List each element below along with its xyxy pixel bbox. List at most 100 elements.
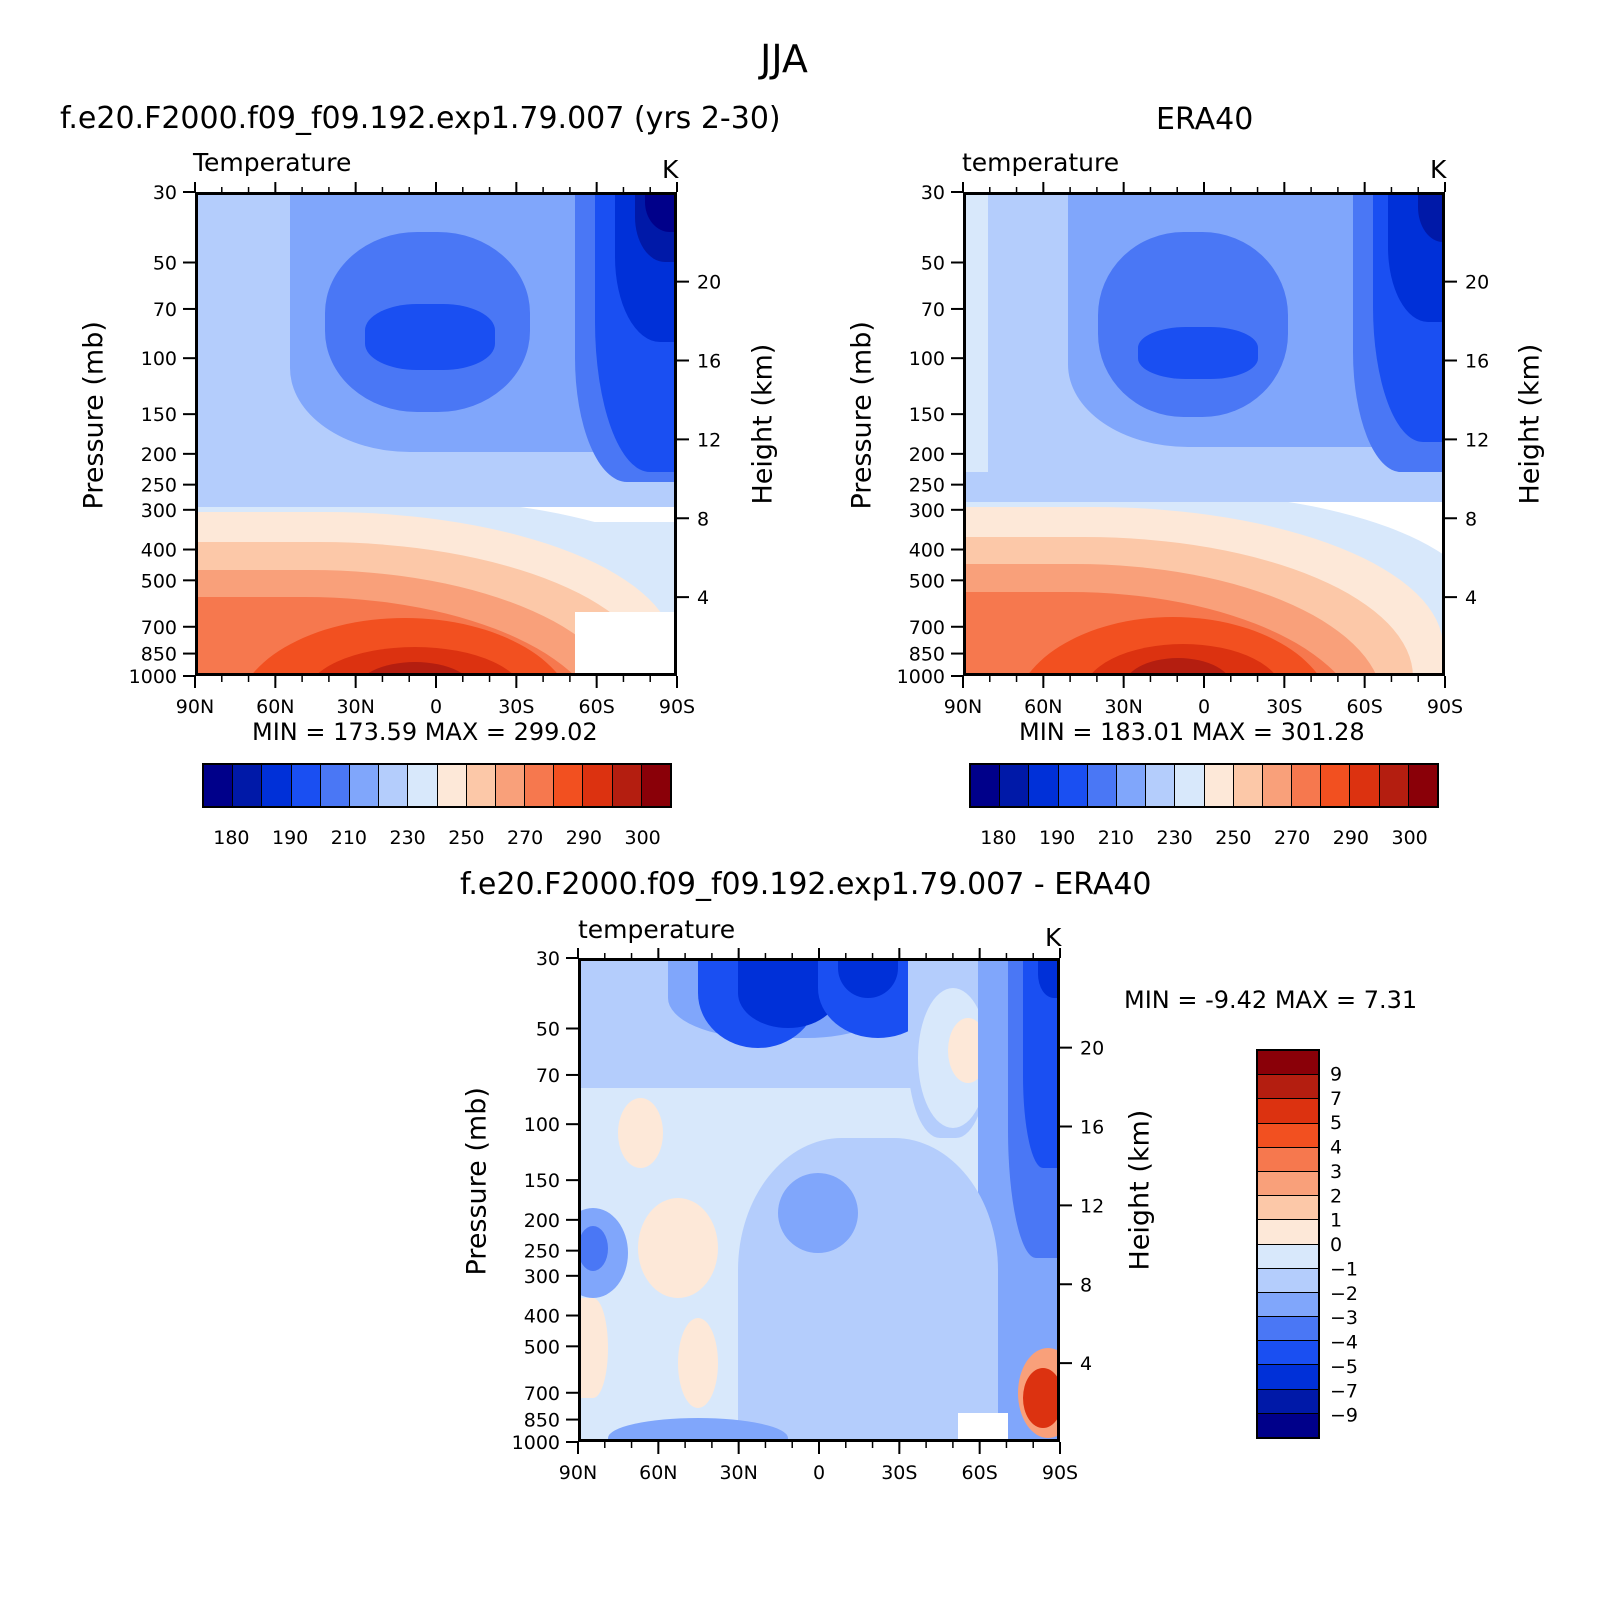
panel2-ytick-label: 30	[921, 182, 945, 204]
panel3-colorbar-label: −3	[1330, 1307, 1358, 1329]
panel3-xtick-label: 60S	[962, 1462, 998, 1484]
panel1-xtick-label: 60N	[256, 696, 294, 718]
panel3-colorbar-swatch	[1258, 1244, 1318, 1269]
panel2-ytick-label: 150	[909, 404, 945, 426]
panel2-colorbar-swatch	[1292, 765, 1322, 806]
panel3-colorbar-label: 4	[1330, 1137, 1342, 1159]
panel2-ytick-label: 1000	[897, 666, 945, 688]
panel3-colorbar-label: 9	[1330, 1063, 1342, 1085]
panel3-colorbar-label: −7	[1330, 1380, 1358, 1402]
panel3-xtick-label: 0	[813, 1462, 825, 1484]
panel2-colorbar	[969, 763, 1439, 808]
panel1-colorbar-swatch	[262, 765, 292, 806]
panel3-colorbar-swatch	[1258, 1292, 1318, 1318]
panel2-colorbar-swatch	[1204, 765, 1234, 806]
panel1-ytick-label: 400	[141, 540, 177, 562]
panel1-colorbar-swatch	[554, 765, 584, 806]
panel1-colorbar-swatch	[525, 765, 555, 806]
panel1-colorbar-label: 230	[389, 827, 425, 849]
panel3-xtick-label: 30N	[719, 1462, 757, 1484]
panel3-ytick-label: 200	[524, 1210, 560, 1232]
panel1-colorbar-swatch	[495, 765, 526, 806]
panel3-ytick-label: 250	[524, 1241, 560, 1263]
panel2-xtick-label: 90N	[944, 696, 982, 718]
panel1-colorbar-swatch	[583, 765, 613, 806]
panel3-colorbar-label: −1	[1330, 1258, 1358, 1280]
panel1-colorbar-swatch	[204, 765, 234, 806]
panel3-colorbar-swatch	[1258, 1220, 1318, 1245]
panel2-xtick-label: 30S	[1266, 696, 1302, 718]
panel3-colorbar-label: 3	[1330, 1161, 1342, 1183]
panel3-colorbar-label: 1	[1330, 1210, 1342, 1232]
panel1-ytick-label: 250	[141, 475, 177, 497]
panel3-colorbar-swatch	[1258, 1268, 1318, 1293]
panel1-colorbar-swatch	[291, 765, 321, 806]
panel3-colorbar-swatch	[1258, 1147, 1318, 1172]
panel1-ytick-label: 500	[141, 570, 177, 592]
panel1-colorbar-label: 300	[624, 827, 660, 849]
panel1-ytick-label: 850	[141, 644, 177, 666]
panel1-ytick-label: 150	[141, 404, 177, 426]
panel3-unit-label: K	[1045, 923, 1062, 952]
panel1-contour-plot	[195, 192, 677, 676]
panel1-colorbar-label: 190	[272, 827, 308, 849]
panel2-xtick-label: 60S	[1347, 696, 1383, 718]
panel2-ytick-right-label: 8	[1465, 508, 1477, 530]
panel3-xtick-label: 30S	[881, 1462, 917, 1484]
panel1-colorbar-label: 210	[331, 827, 367, 849]
panel2-colorbar-swatch	[1058, 765, 1088, 806]
panel3-colorbar	[1256, 1049, 1320, 1439]
panel1-variable-label: Temperature	[193, 148, 352, 177]
panel3-colorbar-swatch	[1258, 1317, 1318, 1342]
panel3-colorbar-label: 7	[1330, 1088, 1342, 1110]
panel1-colorbar-label: 250	[448, 827, 484, 849]
panel3-variable-label: temperature	[578, 915, 736, 944]
panel3-stats: MIN = -9.42 MAX = 7.31	[1124, 986, 1418, 1014]
panel1-xtick-label: 0	[430, 696, 442, 718]
panel2-colorbar-swatch	[1350, 765, 1380, 806]
panel3-colorbar-label: −2	[1330, 1283, 1358, 1305]
panel3-ytick-label: 70	[536, 1065, 560, 1087]
panel2-ytick-label: 500	[909, 570, 945, 592]
panel1-colorbar-swatch	[349, 765, 380, 806]
panel2-colorbar-swatch	[971, 765, 1001, 806]
panel2-colorbar-label: 180	[980, 827, 1016, 849]
panel2-ytick-label: 250	[909, 475, 945, 497]
panel3-colorbar-swatch	[1258, 1365, 1318, 1390]
panel2-colorbar-label: 210	[1098, 827, 1134, 849]
panel3-ytick-right-label: 8	[1080, 1274, 1092, 1296]
panel2-ytick-right-label: 4	[1465, 587, 1477, 609]
panel3-contour-plot	[578, 958, 1060, 1442]
panel2-ytick-label: 50	[921, 253, 945, 275]
panel1-run-title: f.e20.F2000.f09_f09.192.exp1.79.007 (yrs…	[60, 101, 781, 136]
panel2-ytick-right-label: 16	[1465, 351, 1489, 373]
panel2-colorbar-swatch	[1087, 765, 1117, 806]
panel2-contour-plot	[963, 192, 1445, 676]
panel1-colorbar-swatch	[466, 765, 496, 806]
panel3-colorbar-swatch	[1258, 1389, 1318, 1414]
panel1-xtick-label: 90N	[176, 696, 214, 718]
panel3-ytick-label: 50	[536, 1019, 560, 1041]
panel1-colorbar	[202, 763, 672, 808]
panel3-colorbar-label: −5	[1330, 1356, 1358, 1378]
panel3-ytick-right-label: 4	[1080, 1353, 1092, 1375]
panel2-colorbar-swatch	[1175, 765, 1205, 806]
panel2-colorbar-swatch	[1146, 765, 1176, 806]
panel1-ytick-label: 30	[153, 182, 177, 204]
panel3-ytick-label: 700	[524, 1383, 560, 1405]
panel1-colorbar-label: 180	[213, 827, 249, 849]
panel3-run-title: f.e20.F2000.f09_f09.192.exp1.79.007 - ER…	[460, 867, 1152, 902]
panel2-stats: MIN = 183.01 MAX = 301.28	[1019, 718, 1365, 746]
panel1-colorbar-swatch	[320, 765, 350, 806]
panel2-colorbar-swatch	[1000, 765, 1030, 806]
panel1-ytick-label: 50	[153, 253, 177, 275]
panel2-xtick-label: 30N	[1104, 696, 1142, 718]
panel1-ytick-right-label: 4	[697, 587, 709, 609]
panel2-ytick-label: 700	[909, 617, 945, 639]
panel3-colorbar-label: −9	[1330, 1405, 1358, 1427]
panel1-ytick-label: 100	[141, 348, 177, 370]
panel1-colorbar-swatch	[408, 765, 438, 806]
panel2-ytick-label: 70	[921, 299, 945, 321]
panel1-ytick-label: 70	[153, 299, 177, 321]
panel1-stats: MIN = 173.59 MAX = 299.02	[252, 718, 598, 746]
